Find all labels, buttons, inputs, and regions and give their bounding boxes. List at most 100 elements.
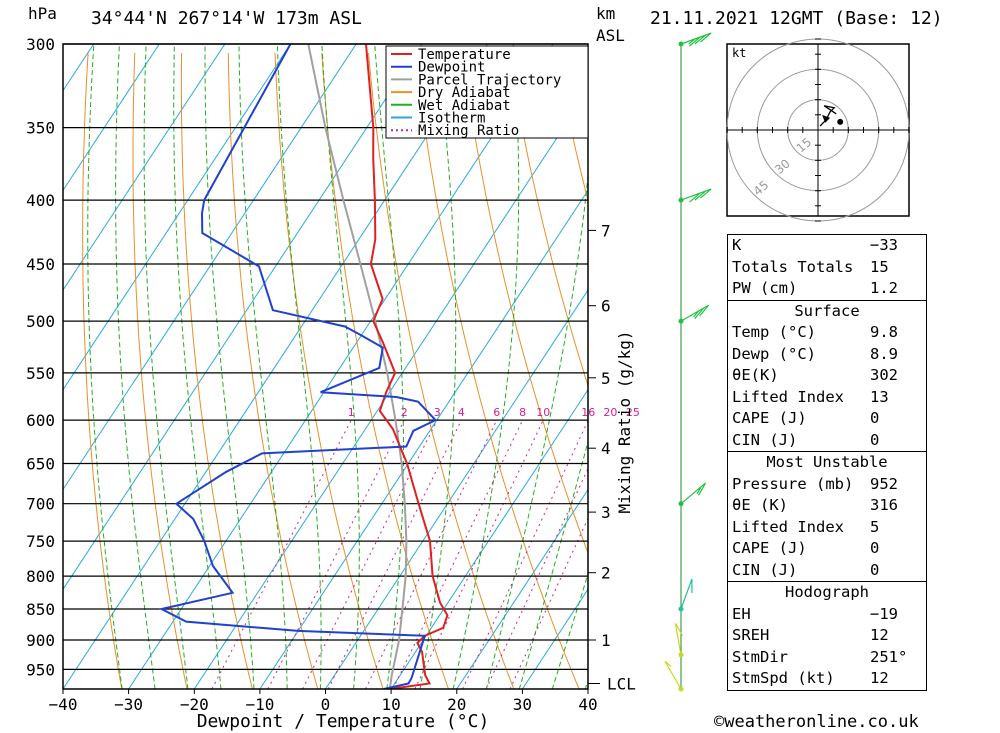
dry-adiabat-line [321,52,449,689]
pressure-tick-label: 600 [26,411,55,430]
isotherm-line [63,44,291,391]
index-row: Temp (°C) 9.8 [728,322,927,344]
mixing-ratio-line [302,419,438,689]
isotherm-line [0,44,28,689]
index-value: 12 [870,669,889,687]
isotherm-line [63,44,357,491]
index-value: 13 [870,387,889,406]
pressure-tick-label: 400 [26,191,55,210]
index-value: 5 [870,517,880,536]
pressure-tick-label: 950 [26,660,55,679]
wet-adiabat-line [551,572,588,689]
isotherm-line [63,44,423,591]
wind-barb-shaft [680,578,693,610]
index-row: Lifted Index 5 [728,517,927,539]
index-row: StmDir 251° [728,647,927,669]
index-row: Dewp (°C) 8.9 [728,344,927,366]
index-section-row: Hodograph [727,581,927,604]
dry-adiabat-line [461,52,588,555]
pressure-tick-label: 650 [26,455,55,474]
index-value: 9.8 [870,323,898,341]
index-row: SREH 12 [728,625,927,647]
mixing-ratio-labels: 1 2 3 4 6 8 10 16 20 25 [348,406,640,419]
mixing-ratio-line [267,419,405,689]
pressure-axis-ticks: 300 350 400 450 500 550 600 650 700 750 800 850 900 9… [26,35,55,679]
legend-entry-label: Dewpoint [418,60,485,76]
mixing-ratio-label: 2 [401,406,408,419]
mixing-ratio-line [211,419,352,689]
x-tick-label: 10 [381,695,400,714]
isotherm-line [325,289,588,689]
wet-adiabat-line [518,439,588,689]
lcl-label: LCL [607,675,636,694]
mixing-ratio-label: 16 [581,406,595,419]
index-label: θE(K) [732,366,779,384]
dry-adiabat-line [82,52,123,689]
index-value: 251° [870,647,908,666]
index-value: 302 [870,366,898,384]
index-row: PW (cm) 1.2 [728,278,927,300]
index-row: Pressure (mb) 952 [728,474,927,496]
dry-adiabat-line [180,52,253,689]
index-label: CIN (J) [732,430,798,449]
sounding-series [158,44,449,689]
wind-barb-shaft [680,188,712,201]
km-tick-label: 1 [601,631,611,650]
index-value: −33 [870,236,898,254]
x-tick-label: 40 [578,695,597,714]
hodograph-arrow [822,114,831,123]
wind-barb-flag [696,486,702,495]
index-section-title: Most Unstable [727,451,927,474]
isotherm-line [193,89,588,689]
isotherm-line [390,388,588,689]
legend-entry-label: Parcel Trajectory [418,72,561,88]
pressure-tick-label: 350 [26,119,55,138]
wind-barb-flag [664,660,672,667]
index-value: 8.9 [870,344,898,363]
index-row: EH −19 [728,604,927,626]
mixing-ratio-label: 10 [536,406,550,419]
credit[interactable]: ©weatheronline.co.uk [714,712,919,732]
index-value: 0 [870,409,880,427]
dewpoint-line [158,44,438,689]
dry-adiabat-line [930,53,1000,689]
index-label: CAPE (J) [732,409,807,427]
mixing-ratio-line [462,419,588,689]
legend-entry-label: Mixing Ratio [418,123,519,139]
x-tick-label: −10 [245,695,274,714]
pressure-tick-label: 500 [26,312,55,331]
pressure-tick-label: 750 [26,532,55,551]
wet-adiabat-line [173,44,222,689]
index-value: 952 [870,474,898,493]
mixing-ratio-line [327,419,462,689]
dry-adiabat-line [368,52,515,689]
storm-motion-dot [837,118,844,125]
x-tick-label: −20 [180,695,209,714]
wind-barb-flag [688,38,696,45]
index-label: Lifted Index [732,517,844,536]
index-row: CAPE (J) 0 [728,408,927,430]
wet-adiabat-line [485,170,588,689]
pressure-tick-label: 300 [26,35,55,54]
index-label: SREH [732,626,770,644]
wind-barb-flag [697,482,707,496]
index-section-row: Surface [727,299,927,322]
isotherm-line [63,44,160,192]
legend-entry-label: Isotherm [418,111,485,127]
mixing-ratio-label: 8 [519,406,526,419]
index-label: Temp (°C) [732,323,816,341]
pressure-tick-label: 850 [26,600,55,619]
index-label: Totals Totals [732,257,854,276]
wind-barb-flag [674,623,684,636]
plot-frame [62,43,589,690]
wind-barb-flag [699,304,710,317]
dry-adiabat-line [274,52,384,689]
x-tick-label: 30 [513,695,532,714]
legend-entry-label: Dry Adiabat [418,85,511,101]
index-section-title: Surface [727,299,927,322]
index-value: 0 [870,560,880,579]
dry-adiabat-line [132,52,188,689]
index-label: CIN (J) [732,560,798,579]
